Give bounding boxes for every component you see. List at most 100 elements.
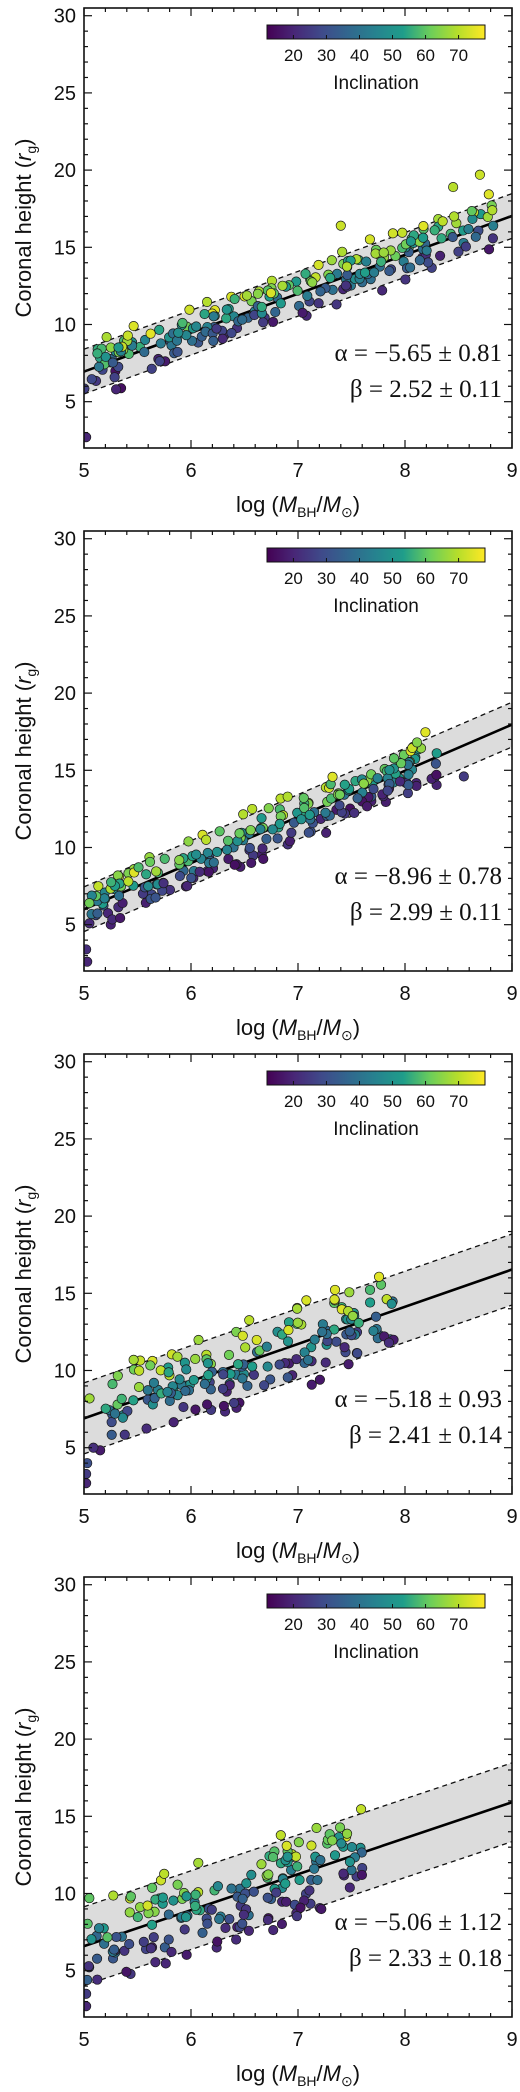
data-point	[474, 169, 485, 180]
beta-annotation: β = 2.99 ± 0.11	[350, 899, 502, 926]
data-point	[325, 272, 336, 283]
data-point	[223, 835, 234, 846]
data-point	[113, 342, 124, 353]
data-point	[487, 233, 498, 244]
data-point	[466, 205, 477, 217]
data-point	[109, 1408, 121, 1419]
data-point	[291, 1911, 303, 1922]
data-point	[352, 793, 363, 804]
data-point	[261, 833, 272, 844]
data-point	[329, 1324, 340, 1335]
data-point	[92, 1953, 103, 1964]
colorbar	[266, 1593, 486, 1609]
data-point	[403, 769, 414, 780]
data-point	[284, 836, 295, 847]
data-point	[177, 317, 188, 328]
data-point	[262, 1361, 273, 1372]
data-point	[272, 833, 283, 844]
data-point	[100, 1403, 111, 1414]
scatter-panel-3: 5 6 7 8 9 5 10 15 20 25 30 log (MBH/M⊙) Coronal heig…	[0, 1046, 520, 1569]
data-point	[376, 256, 387, 267]
data-point	[382, 785, 393, 796]
x-tick-label: 7	[292, 460, 303, 482]
data-point	[146, 1919, 158, 1930]
data-point	[218, 1369, 229, 1380]
data-point	[377, 285, 388, 296]
data-point	[194, 866, 205, 877]
data-point	[274, 818, 285, 829]
data-point	[237, 1893, 248, 1904]
data-point	[246, 857, 257, 869]
y-tick-label: 30	[54, 1575, 76, 1597]
x-tick-label: 6	[185, 460, 196, 482]
data-point	[184, 304, 195, 315]
lower-dashed-line	[84, 746, 512, 933]
data-point	[301, 1295, 312, 1306]
chart-svg: 5 6 7 8 9 5 10 15 20 25 30 log (MBH/M⊙) Coronal heig…	[11, 1052, 518, 1566]
scatter-panel-4: 5 6 7 8 9 5 10 15 20 25 30 log (MBH/M⊙) Coronal heig…	[0, 1569, 520, 2092]
data-point	[313, 259, 324, 271]
data-point	[86, 374, 97, 385]
data-point	[172, 346, 183, 357]
data-point	[125, 1891, 136, 1902]
data-point	[282, 1336, 294, 1347]
data-point	[106, 1429, 117, 1440]
data-point	[484, 244, 495, 255]
data-point	[181, 1891, 192, 1902]
x-axis-label: log (MBH/M⊙)	[236, 492, 360, 520]
data-point	[92, 1974, 103, 1985]
data-point	[378, 247, 389, 258]
data-point	[339, 779, 350, 790]
data-point	[84, 956, 93, 967]
data-point	[447, 232, 458, 243]
scatter-panel-2: 5 6 7 8 9 5 10 15 20 25 30 log (MBH/M⊙) Coronal heig…	[0, 523, 520, 1046]
x-axis-label: log (MBH/M⊙)	[236, 1015, 360, 1043]
data-point	[297, 307, 308, 318]
data-point	[223, 1349, 235, 1360]
data-point	[212, 1936, 223, 1947]
data-point	[159, 853, 170, 864]
scatter-panel-1: 5 6 7 8 9 5 10 15 20 25 30 log (MBH/M⊙) Coronal heig…	[0, 0, 520, 523]
data-point	[286, 827, 297, 838]
data-point	[214, 826, 225, 837]
y-tick-label: 5	[65, 1438, 76, 1460]
data-point	[262, 1892, 273, 1903]
data-point	[347, 1310, 358, 1322]
colorbar-tick-label: 20	[284, 46, 303, 65]
data-point	[201, 834, 212, 845]
data-point	[214, 1913, 225, 1925]
data-point	[238, 1909, 249, 1920]
data-point	[92, 348, 103, 359]
x-tick-label: 5	[78, 460, 89, 482]
colorbar	[266, 547, 486, 563]
data-point	[368, 1325, 379, 1336]
colorbar-tick-label: 20	[284, 1615, 303, 1634]
data-point	[304, 1885, 315, 1896]
data-point	[181, 1364, 192, 1375]
y-tick-label: 10	[54, 1883, 76, 1905]
data-point	[337, 246, 348, 257]
x-tick-label: 6	[185, 1506, 196, 1528]
data-point	[226, 1883, 237, 1894]
data-point	[116, 1393, 127, 1404]
colorbar-title: Inclination	[333, 596, 419, 617]
data-point	[258, 317, 269, 328]
data-point	[128, 1395, 139, 1406]
data-point	[107, 357, 118, 368]
data-point	[141, 869, 152, 880]
data-point	[431, 769, 442, 780]
data-point	[298, 792, 309, 803]
data-point	[234, 828, 245, 839]
data-point	[237, 1918, 248, 1929]
data-point	[453, 246, 464, 257]
data-point	[128, 1354, 139, 1365]
data-point	[178, 1402, 189, 1413]
data-point	[174, 855, 185, 866]
data-point	[197, 1927, 208, 1938]
data-point	[304, 809, 315, 820]
data-point	[231, 1934, 242, 1945]
x-tick-label: 5	[78, 983, 89, 1005]
data-point	[262, 1914, 274, 1926]
data-point	[190, 1353, 201, 1365]
data-point	[397, 227, 408, 238]
